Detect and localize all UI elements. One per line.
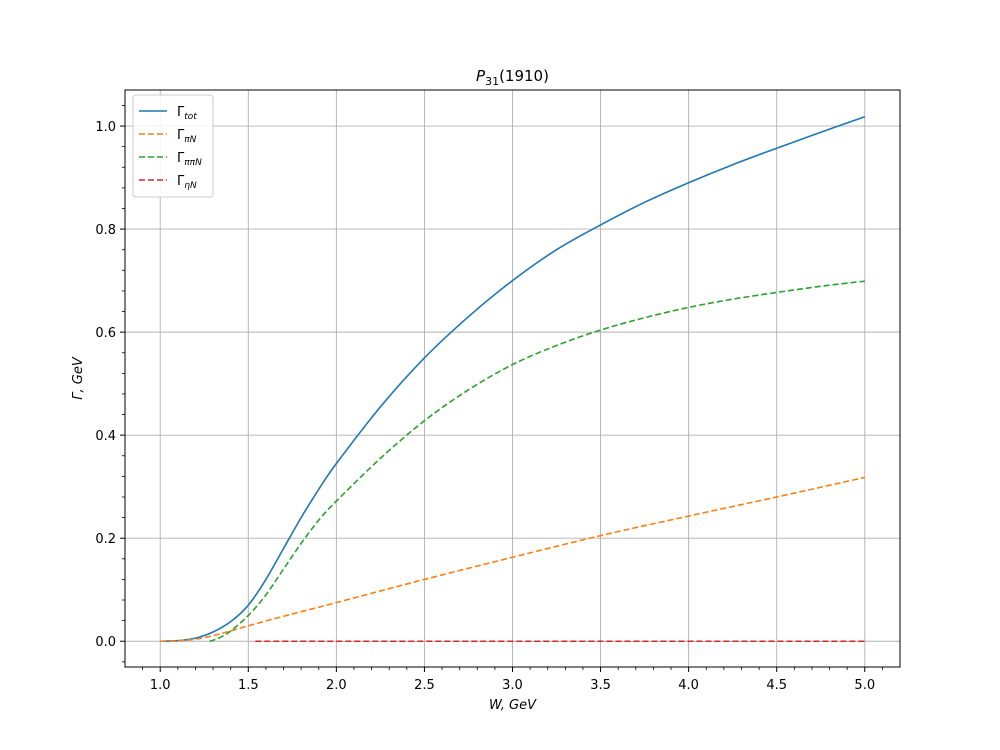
- chart-title: P31(1910): [476, 67, 549, 88]
- legend-box: [132, 94, 214, 198]
- y-tick-label: 0.2: [95, 532, 116, 547]
- x-tick-label: 4.5: [766, 678, 787, 693]
- x-tick-label: 3.5: [590, 678, 611, 693]
- x-tick-label: 3.0: [502, 678, 523, 693]
- legend-entry-3: ΓηN: [177, 174, 197, 191]
- y-tick-label: 0.4: [95, 429, 116, 444]
- x-tick-label: 1.0: [150, 678, 171, 693]
- x-tick-label: 2.5: [414, 678, 435, 693]
- legend-entry-0: Γtot: [177, 105, 197, 122]
- legend-entry-2: ΓππN: [177, 151, 202, 168]
- y-axis-label: Γ, GeV: [71, 356, 86, 400]
- chart-title-rest: (1910): [499, 67, 549, 85]
- series-line-2: [209, 280, 865, 643]
- y-tick-label: 0.8: [95, 223, 116, 238]
- x-tick-label: 1.5: [238, 678, 259, 693]
- y-tick-label: 0.0: [95, 635, 116, 650]
- ticks: 1.0 1.5 2.0 2.5 3.0 3.5 4.0 4.5 5.0 0.0 0.2 0.4 0.6 0…: [95, 105, 883, 693]
- chart-title-sub: 31: [485, 75, 499, 88]
- series-group: [160, 116, 866, 643]
- x-tick-label: 5.0: [854, 678, 875, 693]
- y-tick-label: 1.0: [95, 120, 116, 135]
- x-tick-label: 4.0: [678, 678, 699, 693]
- legend: Γtot ΓπN ΓππN ΓηN: [132, 94, 214, 198]
- x-axis-label: W, GeV: [489, 698, 537, 713]
- legend-entry-1: ΓπN: [177, 128, 197, 145]
- series-line-0: [160, 116, 866, 643]
- y-tick-label: 0.6: [95, 326, 116, 341]
- series-line-1: [160, 476, 865, 643]
- x-tick-label: 2.0: [326, 678, 347, 693]
- chart-title-main: P: [476, 67, 486, 85]
